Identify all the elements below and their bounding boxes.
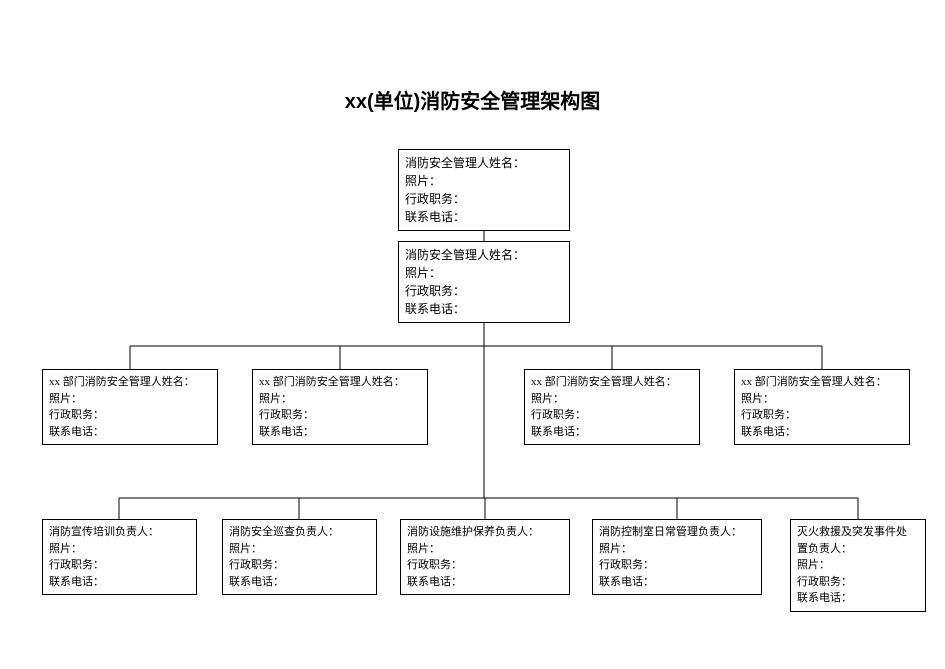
org-node-line: 联系电话： — [407, 574, 563, 591]
org-node-line: xx 部门消防安全管理人姓名： — [741, 374, 903, 391]
org-node-line: 照片： — [405, 172, 563, 190]
org-node-line: 行政职务： — [531, 407, 693, 424]
org-node-dept1: xx 部门消防安全管理人姓名：照片：行政职务：联系电话： — [42, 369, 218, 445]
org-node-line: 联系电话： — [531, 424, 693, 441]
org-node-line: 灭火救援及突发事件处 — [797, 524, 919, 541]
org-node-dept2: xx 部门消防安全管理人姓名：照片：行政职务：联系电话： — [252, 369, 428, 445]
org-node-line: 行政职务： — [49, 407, 211, 424]
org-node-line: 联系电话： — [49, 574, 190, 591]
org-node-line: 置负责人： — [797, 541, 919, 558]
org-node-role3: 消防设施维护保养负责人：照片：行政职务：联系电话： — [400, 519, 570, 595]
org-node-line: 联系电话： — [405, 208, 563, 226]
org-node-line: 消防安全巡查负责人： — [229, 524, 370, 541]
org-node-line: 行政职务： — [259, 407, 421, 424]
org-node-line: 联系电话： — [49, 424, 211, 441]
org-node-line: 联系电话： — [405, 300, 563, 318]
org-node-line: xx 部门消防安全管理人姓名： — [259, 374, 421, 391]
org-node-line: 照片： — [797, 557, 919, 574]
org-node-line: 联系电话： — [741, 424, 903, 441]
org-node-line: xx 部门消防安全管理人姓名： — [531, 374, 693, 391]
org-node-line: 消防控制室日常管理负责人： — [599, 524, 755, 541]
org-node-role5: 灭火救援及突发事件处置负责人：照片：行政职务：联系电话： — [790, 519, 926, 612]
org-node-line: 联系电话： — [259, 424, 421, 441]
org-node-sub: 消防安全管理人姓名：照片：行政职务：联系电话： — [398, 241, 570, 323]
org-node-line: xx 部门消防安全管理人姓名： — [49, 374, 211, 391]
org-node-line: 联系电话： — [797, 590, 919, 607]
org-node-line: 照片： — [229, 541, 370, 558]
org-node-line: 联系电话： — [229, 574, 370, 591]
org-node-line: 照片： — [49, 391, 211, 408]
org-node-line: 行政职务： — [741, 407, 903, 424]
chart-title: xx(单位)消防安全管理架构图 — [0, 85, 945, 114]
org-node-root: 消防安全管理人姓名：照片：行政职务：联系电话： — [398, 149, 570, 231]
org-node-role4: 消防控制室日常管理负责人：照片：行政职务：联系电话： — [592, 519, 762, 595]
org-node-line: 照片： — [405, 264, 563, 282]
org-node-role2: 消防安全巡查负责人：照片：行政职务：联系电话： — [222, 519, 377, 595]
org-node-line: 行政职务： — [407, 557, 563, 574]
org-node-line: 消防安全管理人姓名： — [405, 246, 563, 264]
org-node-line: 照片： — [259, 391, 421, 408]
org-node-line: 行政职务： — [405, 282, 563, 300]
org-node-line: 行政职务： — [599, 557, 755, 574]
org-node-line: 消防设施维护保养负责人： — [407, 524, 563, 541]
org-node-line: 行政职务： — [797, 574, 919, 591]
org-node-line: 照片： — [741, 391, 903, 408]
org-node-line: 行政职务： — [405, 190, 563, 208]
org-node-line: 行政职务： — [49, 557, 190, 574]
org-node-line: 照片： — [49, 541, 190, 558]
org-node-line: 消防安全管理人姓名： — [405, 154, 563, 172]
org-node-line: 照片： — [407, 541, 563, 558]
org-node-line: 照片： — [531, 391, 693, 408]
org-node-line: 行政职务： — [229, 557, 370, 574]
org-node-dept4: xx 部门消防安全管理人姓名：照片：行政职务：联系电话： — [734, 369, 910, 445]
org-node-line: 消防宣传培训负责人： — [49, 524, 190, 541]
org-node-dept3: xx 部门消防安全管理人姓名：照片：行政职务：联系电话： — [524, 369, 700, 445]
org-node-line: 照片： — [599, 541, 755, 558]
org-node-line: 联系电话： — [599, 574, 755, 591]
org-node-role1: 消防宣传培训负责人：照片：行政职务：联系电话： — [42, 519, 197, 595]
